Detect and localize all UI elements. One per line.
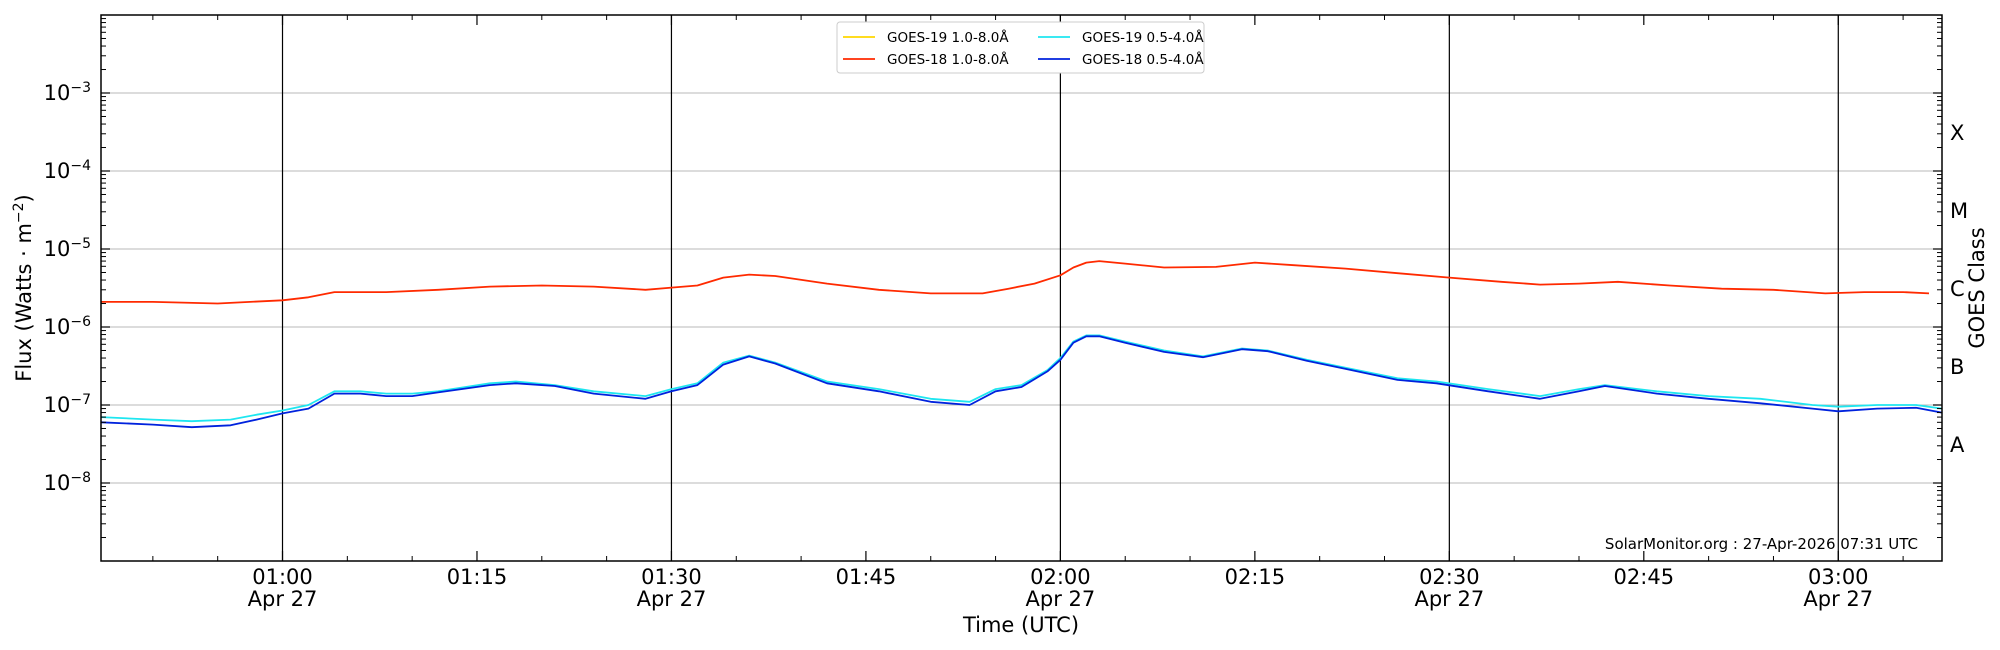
y-tick-label: 10−8 <box>44 470 91 495</box>
legend: GOES-19 1.0-8.0Å GOES-18 1.0-8.0Å GOES-19 … <box>836 21 1205 74</box>
legend-label-3: GOES-18 0.5-4.0Å <box>1082 51 1204 68</box>
x-tick-label: 01:00 <box>252 565 313 589</box>
y-tick-label: 10−6 <box>44 314 91 339</box>
y-tick-base: 10 <box>44 237 71 261</box>
x-tick-label: 02:30 <box>1419 565 1480 589</box>
x-tick-date-label: Apr 27 <box>637 587 707 611</box>
y-tick-base: 10 <box>44 81 71 105</box>
ticks-layer <box>101 15 1942 561</box>
y-tick-label: 10−5 <box>44 236 91 261</box>
y-tick-exponent: −7 <box>70 392 91 408</box>
y-tick-base: 10 <box>44 471 71 495</box>
x-tick-label: 01:30 <box>641 565 702 589</box>
grid-layer <box>101 15 1942 561</box>
y-tick-exponent: −8 <box>70 470 91 486</box>
x-tick-label: 01:15 <box>447 565 508 589</box>
series-line-1 <box>101 260 1930 305</box>
plot-frame <box>100 14 1943 562</box>
legend-frame <box>836 21 1205 74</box>
y-tick-exponent: −5 <box>70 236 91 252</box>
y-tick-exponent: −3 <box>70 80 91 96</box>
y-tick-base: 10 <box>44 393 71 417</box>
legend-label-1: GOES-18 1.0-8.0Å <box>887 51 1009 68</box>
credit-text: SolarMonitor.org : 27-Apr-2026 07:31 UTC <box>1605 535 1918 553</box>
x-tick-label: 01:45 <box>836 565 897 589</box>
x-tick-date-label: Apr 27 <box>248 587 318 611</box>
x-tick-date-label: Apr 27 <box>1026 587 1096 611</box>
goes-class-label-m: M <box>1950 199 1968 223</box>
legend-label-2: GOES-19 0.5-4.0Å <box>1082 29 1204 46</box>
y-tick-label: 10−4 <box>44 158 91 183</box>
x-tick-label: 02:15 <box>1225 565 1286 589</box>
y-tick-exponent: −4 <box>70 158 91 174</box>
goes-class-axis-title: GOES Class <box>1965 227 1989 348</box>
goes-class-label-c: C <box>1950 277 1965 301</box>
series-line-3 <box>100 335 1943 429</box>
x-tick-label: 02:00 <box>1030 565 1091 589</box>
x-axis-title: Time (UTC) <box>962 613 1079 637</box>
y-tick-base: 10 <box>44 315 71 339</box>
goes-class-label-x: X <box>1950 121 1964 145</box>
y-axis-title-close: ) <box>12 194 36 202</box>
y-axis-title: Flux (Watts · m−2) <box>11 194 36 382</box>
legend-label-0: GOES-19 1.0-8.0Å <box>887 29 1009 46</box>
y-tick-base: 10 <box>44 159 71 183</box>
y-axis-title-unit-exponent: −2 <box>11 202 27 223</box>
y-tick-label: 10−3 <box>44 80 91 105</box>
y-tick-exponent: −6 <box>70 314 91 330</box>
y-tick-label: 10−7 <box>44 392 91 417</box>
goes-class-label-a: A <box>1950 433 1965 457</box>
x-tick-label: 02:45 <box>1614 565 1675 589</box>
x-tick-label: 03:00 <box>1808 565 1869 589</box>
x-tick-date-label: Apr 27 <box>1414 587 1484 611</box>
x-tick-date-label: Apr 27 <box>1803 587 1873 611</box>
goes-class-label-b: B <box>1950 355 1964 379</box>
series-layer <box>100 260 1943 429</box>
series-line-2 <box>100 334 1943 423</box>
y-axis-title-main: Flux (Watts · m <box>12 223 36 382</box>
